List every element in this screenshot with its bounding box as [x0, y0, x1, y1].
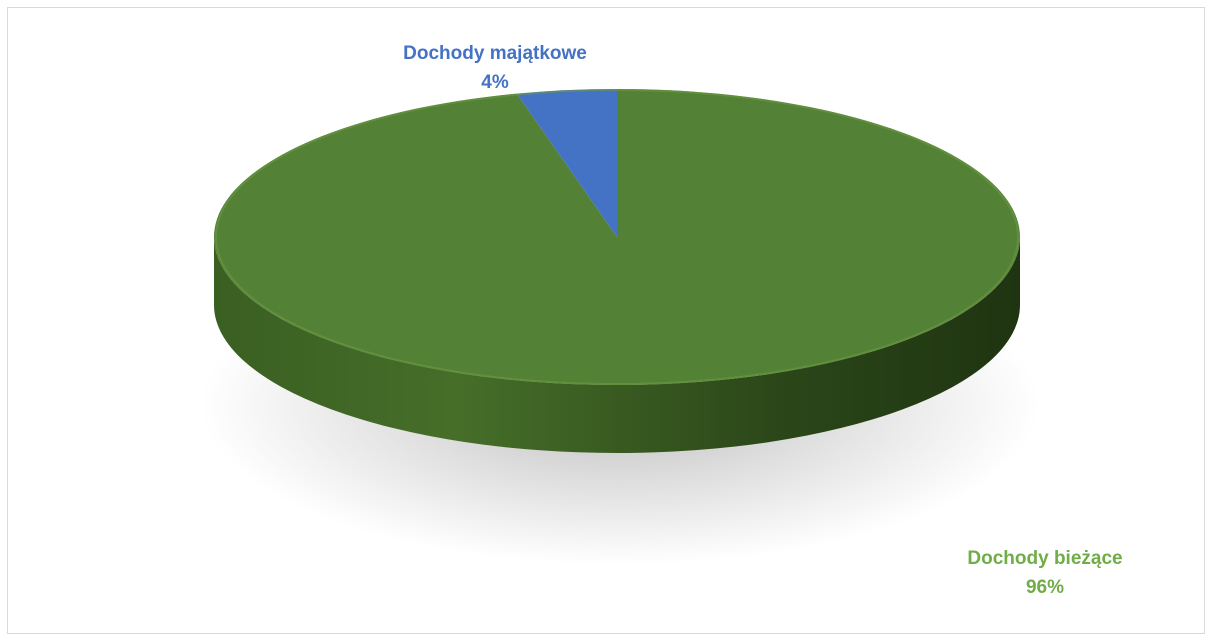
label-dochody-biezace: Dochody bieżące — [967, 548, 1122, 569]
pie-side-wall — [214, 237, 1020, 453]
pie-rim-highlight — [215, 89, 1019, 385]
percent-dochody-biezace: 96% — [1026, 577, 1064, 598]
percent-dochody-majatkowe: 4% — [481, 72, 509, 93]
pie-slice-dochody-majatkowe — [516, 89, 617, 237]
label-dochody-majatkowe: Dochody majątkowe — [403, 43, 587, 64]
pie-slice-dochody-biezace — [213, 89, 1020, 386]
